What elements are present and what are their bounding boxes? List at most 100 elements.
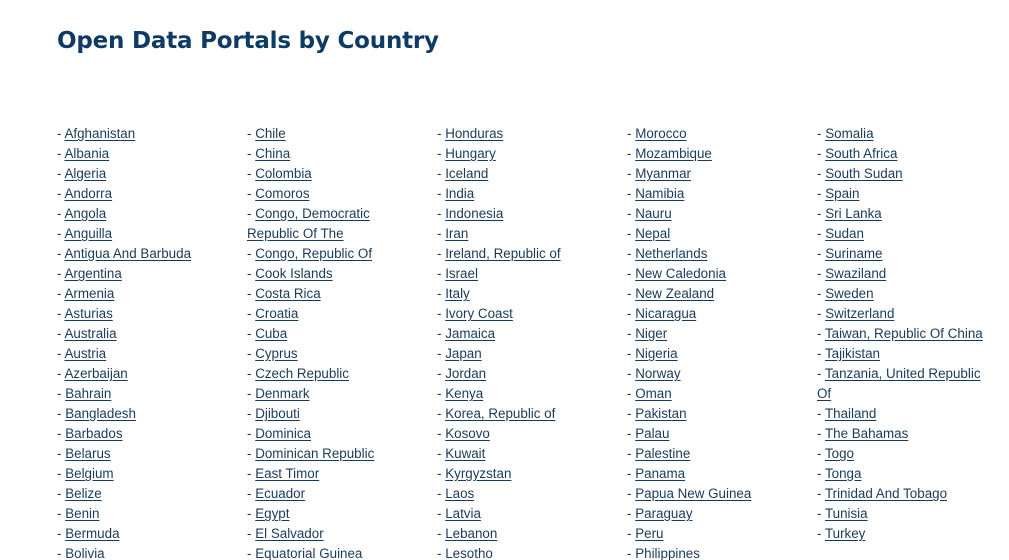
country-link[interactable]: New Zealand <box>635 286 715 301</box>
country-link[interactable]: Angola <box>64 206 107 221</box>
country-link[interactable]: Tunisia <box>824 506 868 521</box>
country-link[interactable]: Croatia <box>255 306 299 321</box>
country-link[interactable]: Benin <box>65 506 100 521</box>
country-link[interactable]: Oman <box>635 386 672 401</box>
country-link[interactable]: Nauru <box>635 206 672 221</box>
country-link[interactable]: Colombia <box>255 166 312 181</box>
country-link[interactable]: Togo <box>824 446 854 461</box>
country-link[interactable]: Sweden <box>825 286 874 301</box>
country-link[interactable]: Ecuador <box>255 486 306 501</box>
country-link[interactable]: El Salvador <box>255 526 324 541</box>
country-link[interactable]: Swaziland <box>825 266 887 281</box>
country-link[interactable]: Bermuda <box>65 526 120 541</box>
country-link[interactable]: Myanmar <box>635 166 691 181</box>
country-link[interactable]: Nicaragua <box>635 306 697 321</box>
country-link[interactable]: Tonga <box>824 466 862 481</box>
country-link[interactable]: Cook Islands <box>255 266 333 281</box>
country-link[interactable]: Ivory Coast <box>445 306 513 321</box>
country-link[interactable]: Korea, Republic of <box>445 406 556 421</box>
country-link[interactable]: Hungary <box>445 146 496 161</box>
country-link[interactable]: Afghanistan <box>64 126 136 141</box>
country-link[interactable]: Anguilla <box>64 226 113 241</box>
country-link[interactable]: Barbados <box>65 426 123 441</box>
country-link[interactable]: Costa Rica <box>255 286 321 301</box>
country-link[interactable]: Belgium <box>65 466 114 481</box>
country-link[interactable]: Somalia <box>825 126 874 141</box>
country-link[interactable]: Belarus <box>65 446 111 461</box>
country-link[interactable]: Lebanon <box>445 526 498 541</box>
country-link[interactable]: Congo, Democratic Republic Of The <box>247 206 370 241</box>
country-link[interactable]: Philippines <box>635 546 700 560</box>
country-link[interactable]: Paraguay <box>635 506 693 521</box>
country-link[interactable]: Equatorial Guinea <box>255 546 363 560</box>
country-link[interactable]: Djibouti <box>255 406 300 421</box>
country-link[interactable]: Tanzania, United Republic Of <box>817 366 981 401</box>
country-link[interactable]: Honduras <box>445 126 504 141</box>
country-link[interactable]: Iran <box>445 226 469 241</box>
country-link[interactable]: Iceland <box>445 166 489 181</box>
country-link[interactable]: Nigeria <box>635 346 678 361</box>
country-link[interactable]: Italy <box>445 286 470 301</box>
country-link[interactable]: Niger <box>635 326 668 341</box>
country-link[interactable]: South Sudan <box>825 166 903 181</box>
country-link[interactable]: Palau <box>635 426 670 441</box>
country-link[interactable]: Thailand <box>824 406 877 421</box>
country-link[interactable]: Dominican Republic <box>255 446 375 461</box>
country-link[interactable]: Congo, Republic Of <box>255 246 373 261</box>
country-link[interactable]: Laos <box>445 486 475 501</box>
country-link[interactable]: Kyrgyzstan <box>445 466 512 481</box>
country-link[interactable]: India <box>445 186 475 201</box>
country-link[interactable]: Taiwan, Republic Of China <box>824 326 983 341</box>
country-link[interactable]: China <box>255 146 291 161</box>
country-link[interactable]: Switzerland <box>825 306 895 321</box>
country-link[interactable]: Panama <box>635 466 686 481</box>
country-link[interactable]: New Caledonia <box>635 266 726 281</box>
country-link[interactable]: Chile <box>255 126 286 141</box>
country-link[interactable]: Norway <box>635 366 681 381</box>
country-link[interactable]: Comoros <box>255 186 310 201</box>
country-link[interactable]: Peru <box>635 526 664 541</box>
country-link[interactable]: Czech Republic <box>255 366 349 381</box>
country-link[interactable]: Bahrain <box>65 386 112 401</box>
country-link[interactable]: Dominica <box>255 426 311 441</box>
country-link[interactable]: Argentina <box>64 266 122 281</box>
country-link[interactable]: Jamaica <box>445 326 496 341</box>
country-link[interactable]: Bolivia <box>65 546 105 560</box>
country-link[interactable]: Belize <box>65 486 102 501</box>
country-link[interactable]: Jordan <box>445 366 487 381</box>
country-link[interactable]: Nepal <box>635 226 671 241</box>
country-link[interactable]: East Timor <box>255 466 320 481</box>
country-link[interactable]: Sudan <box>825 226 864 241</box>
country-link[interactable]: Denmark <box>255 386 310 401</box>
country-link[interactable]: South Africa <box>825 146 898 161</box>
country-link[interactable]: Bangladesh <box>65 406 136 421</box>
country-link[interactable]: The Bahamas <box>824 426 909 441</box>
country-link[interactable]: Suriname <box>825 246 883 261</box>
country-link[interactable]: Andorra <box>64 186 113 201</box>
country-link[interactable]: Ireland, Republic of <box>445 246 561 261</box>
country-link[interactable]: Sri Lanka <box>825 206 882 221</box>
country-link[interactable]: Australia <box>64 326 117 341</box>
country-link[interactable]: Namibia <box>635 186 685 201</box>
country-link[interactable]: Azerbaijan <box>64 366 128 381</box>
country-link[interactable]: Antigua And Barbuda <box>64 246 192 261</box>
country-link[interactable]: Latvia <box>445 506 481 521</box>
country-link[interactable]: Kuwait <box>445 446 486 461</box>
country-link[interactable]: Egypt <box>255 506 290 521</box>
country-link[interactable]: Tajikistan <box>824 346 881 361</box>
country-link[interactable]: Indonesia <box>445 206 504 221</box>
country-link[interactable]: Netherlands <box>635 246 708 261</box>
country-link[interactable]: Kenya <box>445 386 484 401</box>
country-link[interactable]: Albania <box>64 146 110 161</box>
country-link[interactable]: Austria <box>64 346 107 361</box>
country-link[interactable]: Papua New Guinea <box>635 486 752 501</box>
country-link[interactable]: Cyprus <box>255 346 298 361</box>
country-link[interactable]: Mozambique <box>635 146 712 161</box>
country-link[interactable]: Morocco <box>635 126 687 141</box>
country-link[interactable]: Kosovo <box>445 426 490 441</box>
country-link[interactable]: Palestine <box>635 446 691 461</box>
country-link[interactable]: Algeria <box>64 166 107 181</box>
country-link[interactable]: Japan <box>445 346 482 361</box>
country-link[interactable]: Armenia <box>64 286 115 301</box>
country-link[interactable]: Spain <box>825 186 860 201</box>
